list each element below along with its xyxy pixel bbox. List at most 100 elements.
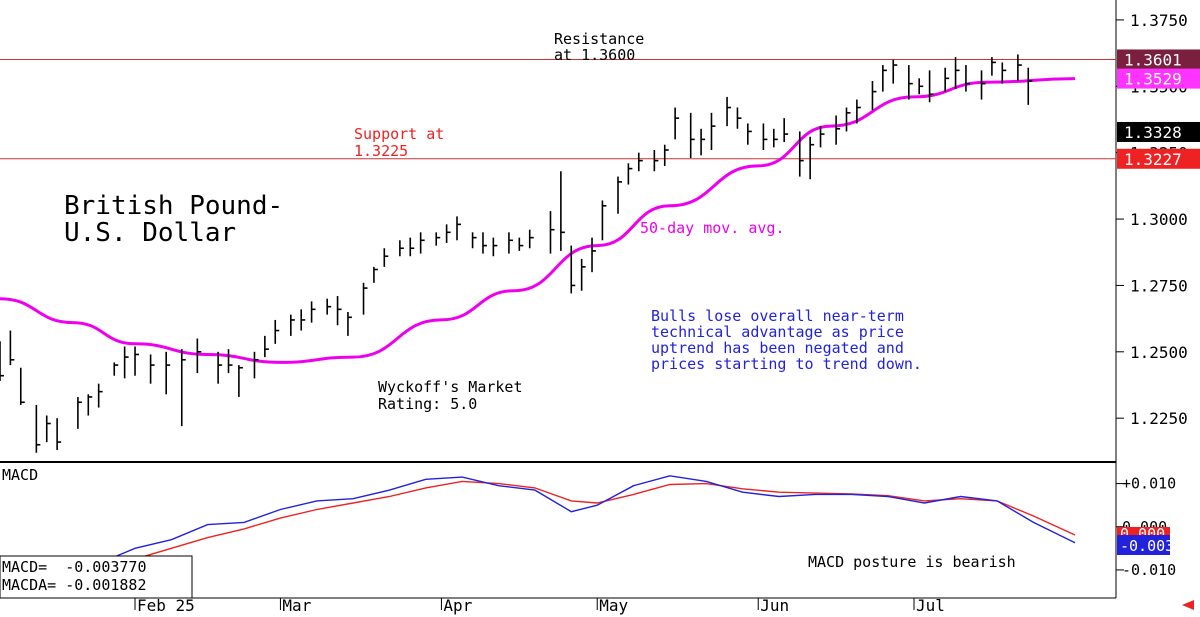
support-annotation-line-1: Support at bbox=[354, 125, 444, 143]
price-bar bbox=[965, 65, 970, 92]
price-bar bbox=[134, 346, 140, 376]
price-bar bbox=[0, 341, 4, 382]
price-bar bbox=[653, 150, 659, 172]
month-labels: Feb 25 Mar Apr May Jun Jul bbox=[134, 596, 945, 615]
macd-tick-label: +0.010 bbox=[1122, 475, 1176, 493]
price-bar bbox=[570, 245, 576, 294]
x-axis: Feb 25 Mar Apr May Jun Jul bbox=[0, 596, 1116, 615]
price-panel: 1.37501.35001.32501.30001.27501.25001.22… bbox=[0, 0, 1200, 462]
price-bar bbox=[560, 171, 565, 251]
macda-line bbox=[98, 480, 1076, 571]
price-bar bbox=[980, 70, 986, 100]
price-bar bbox=[991, 57, 996, 76]
price-bar bbox=[149, 354, 155, 384]
price-bar bbox=[1017, 54, 1022, 81]
price-bar bbox=[336, 296, 342, 326]
price-bar bbox=[290, 314, 295, 336]
price-bar bbox=[762, 123, 768, 151]
month-label: Jun bbox=[760, 596, 789, 615]
moving-average-label: 50-day mov. avg. bbox=[640, 219, 785, 237]
chart-title-line-1: British Pound- bbox=[64, 191, 283, 221]
price-bar bbox=[637, 152, 643, 172]
month-label: Jul bbox=[916, 596, 945, 615]
price-bar bbox=[700, 128, 706, 156]
price-bar bbox=[56, 418, 62, 451]
month-label: Apr bbox=[443, 596, 472, 615]
price-bar bbox=[601, 200, 607, 241]
price-bar bbox=[798, 131, 804, 177]
price-bar bbox=[518, 237, 524, 251]
price-bar bbox=[165, 351, 171, 395]
chart-title-line-2: U.S. Dollar bbox=[64, 218, 236, 248]
resistance-annotation-line-1: Resistance bbox=[554, 30, 644, 48]
price-bar bbox=[300, 309, 306, 331]
price-bar bbox=[882, 65, 887, 92]
price-bar bbox=[409, 237, 415, 257]
price-bar bbox=[238, 365, 243, 397]
commentary-line-1: Bulls lose overall near-term bbox=[651, 307, 904, 325]
price-bar bbox=[892, 59, 898, 84]
price-bar bbox=[580, 258, 586, 291]
price-bar bbox=[549, 211, 555, 254]
price-bar bbox=[419, 232, 425, 254]
price-bar bbox=[944, 67, 950, 92]
price-bar bbox=[45, 415, 51, 443]
price-bar bbox=[954, 57, 960, 89]
price-tick-label: 1.2250 bbox=[1130, 409, 1188, 428]
macd-readout-line-1: MACD= -0.003770 bbox=[2, 558, 147, 576]
price-bar bbox=[347, 311, 352, 336]
price-bar bbox=[856, 99, 861, 124]
macd-annotation: MACD posture is bearish bbox=[808, 553, 1016, 571]
price-bar bbox=[1001, 62, 1007, 84]
price-bar bbox=[227, 349, 233, 374]
price-bar bbox=[383, 248, 389, 267]
price-bar bbox=[928, 70, 934, 103]
price-bar bbox=[113, 362, 119, 376]
price-tag-box bbox=[1117, 148, 1200, 169]
moving-average-line bbox=[0, 77, 1076, 364]
price-bar bbox=[674, 107, 680, 140]
price-tag-label: 1.3328 bbox=[1124, 123, 1182, 142]
price-tick-label: 1.3750 bbox=[1130, 11, 1188, 30]
month-label: May bbox=[599, 596, 628, 615]
commentary-line-2: technical advantage as price bbox=[651, 323, 904, 341]
resistance-annotation-line-2: at 1.3600 bbox=[554, 46, 635, 64]
month-label: Mar bbox=[282, 596, 311, 615]
price-tag-box bbox=[1117, 121, 1200, 142]
price-axis-ticks: 1.37501.35001.32501.30001.27501.25001.22… bbox=[1116, 11, 1188, 428]
price-bar bbox=[87, 394, 93, 416]
price-bar bbox=[180, 349, 186, 427]
price-tag-label: 1.3529 bbox=[1124, 70, 1182, 89]
price-bar bbox=[399, 240, 404, 257]
price-tag-label: 1.3227 bbox=[1124, 150, 1182, 169]
price-tag-box bbox=[1117, 49, 1200, 70]
price-horizontal-lines bbox=[0, 58, 1116, 160]
price-bar bbox=[456, 216, 462, 241]
price-bar bbox=[918, 78, 924, 95]
price-bar bbox=[217, 351, 223, 384]
price-tag-box bbox=[1117, 68, 1200, 89]
price-tag: 1.3529 bbox=[1117, 68, 1200, 89]
price-bar bbox=[835, 115, 841, 145]
scroll-left-arrow-icon[interactable] bbox=[1182, 600, 1194, 610]
price-bar bbox=[435, 232, 441, 246]
price-bar bbox=[747, 123, 752, 145]
price-bar bbox=[362, 282, 368, 315]
macd-panel-title: MACD bbox=[2, 466, 38, 484]
price-bar bbox=[274, 319, 280, 344]
price-bar bbox=[326, 298, 332, 315]
price-bar bbox=[736, 107, 742, 129]
price-bar bbox=[19, 367, 25, 405]
price-bar bbox=[97, 383, 103, 408]
price-bar bbox=[845, 107, 851, 132]
commentary-line-3: uptrend has been negated and bbox=[651, 339, 904, 357]
price-bar bbox=[617, 176, 622, 214]
price-tag: 1.3601 bbox=[1117, 49, 1200, 70]
price-bar bbox=[663, 144, 669, 166]
price-tag: 1.3328 bbox=[1117, 121, 1200, 142]
price-bar bbox=[908, 65, 913, 100]
price-bar bbox=[445, 224, 451, 243]
price-bar bbox=[819, 126, 825, 148]
